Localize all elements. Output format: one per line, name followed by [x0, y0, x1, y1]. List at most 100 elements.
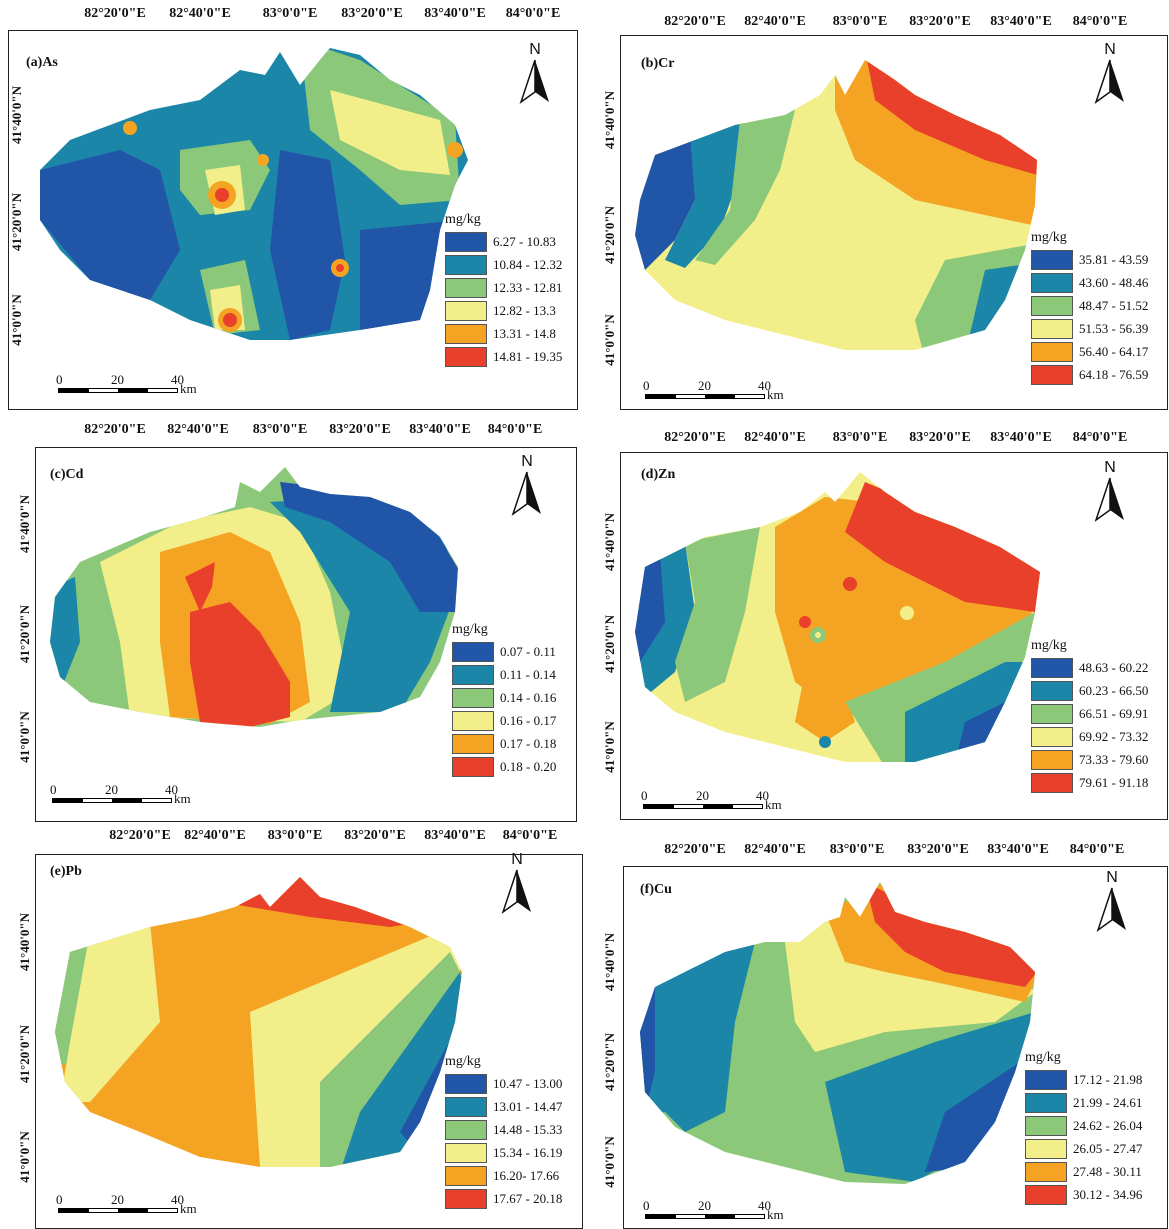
north-arrow: N — [518, 42, 552, 104]
scale-bar: 0 20 40 km — [643, 1198, 793, 1228]
lon-label: 82°20'0"E — [84, 422, 146, 437]
legend-row: 10.84 - 12.32 — [445, 253, 562, 276]
legend-swatch — [445, 346, 487, 367]
lon-label: 82°20'0"E — [109, 828, 171, 843]
lon-label: 83°0'0"E — [252, 422, 308, 437]
scale-bar: 0 20 40 km — [641, 788, 791, 818]
north-arrow-icon — [519, 59, 549, 104]
legend-row: 30.12 - 34.96 — [1025, 1183, 1142, 1206]
legend-row: 79.61 - 91.18 — [1031, 771, 1148, 794]
interpolation-map — [635, 472, 1040, 762]
legend: mg/kg 17.12 - 21.98 21.99 - 24.61 24.62 … — [1025, 1050, 1142, 1206]
legend-row: 26.05 - 27.47 — [1025, 1137, 1142, 1160]
legend-label: 16.20- 17.66 — [493, 1167, 560, 1183]
panel-title: (d)Zn — [641, 467, 676, 482]
legend-unit: mg/kg — [1031, 638, 1067, 653]
legend-swatch — [1025, 1184, 1067, 1205]
scale-tick: 0 — [641, 788, 648, 803]
lon-label: 83°40'0"E — [990, 430, 1052, 445]
lon-label: 84°0'0"E — [487, 422, 543, 437]
scale-tick: 40 — [756, 788, 769, 803]
lon-label: 83°20'0"E — [344, 828, 406, 843]
legend-unit: mg/kg — [445, 1054, 481, 1069]
scale-unit: km — [767, 1207, 784, 1222]
legend-row: 0.18 - 0.20 — [452, 755, 556, 778]
legend-label: 0.16 - 0.17 — [500, 712, 557, 728]
north-arrow: N — [510, 454, 544, 516]
legend-label: 79.61 - 91.18 — [1079, 774, 1149, 790]
scale-unit: km — [767, 387, 784, 402]
legend-row: 0.16 - 0.17 — [452, 709, 556, 732]
legend-row: 48.47 - 51.52 — [1031, 294, 1148, 317]
legend-label: 64.18 - 76.59 — [1079, 366, 1149, 382]
lon-label: 83°20'0"E — [909, 430, 971, 445]
lon-label: 83°40'0"E — [409, 422, 471, 437]
panel-c: 82°20'0"E 82°40'0"E 83°0'0"E 83°20'0"E 8… — [0, 412, 585, 822]
north-arrow-icon — [1094, 477, 1124, 522]
scale-tick: 0 — [56, 1192, 63, 1207]
legend-swatch — [452, 664, 494, 685]
legend-row: 64.18 - 76.59 — [1031, 363, 1148, 386]
legend-label: 51.53 - 56.39 — [1079, 320, 1149, 336]
scale-tick: 40 — [758, 1198, 771, 1213]
legend-swatch — [1031, 318, 1073, 339]
legend-swatch — [1031, 703, 1073, 724]
north-arrow: N — [500, 852, 534, 914]
scale-tick: 20 — [105, 782, 118, 797]
legend-row: 13.31 - 14.8 — [445, 322, 562, 345]
legend-label: 17.67 - 20.18 — [493, 1190, 563, 1206]
lon-label: 83°0'0"E — [267, 828, 323, 843]
legend-row: 24.62 - 26.04 — [1025, 1114, 1142, 1137]
legend-label: 0.14 - 0.16 — [500, 689, 557, 705]
legend-swatch — [445, 1142, 487, 1163]
legend-label: 12.33 - 12.81 — [493, 279, 563, 295]
legend-label: 14.48 - 15.33 — [493, 1121, 563, 1137]
legend-row: 12.33 - 12.81 — [445, 276, 562, 299]
legend-swatch — [452, 733, 494, 754]
legend-row: 6.27 - 10.83 — [445, 230, 562, 253]
legend-swatch — [452, 710, 494, 731]
lon-label: 83°20'0"E — [909, 14, 971, 29]
legend-row: 13.01 - 14.47 — [445, 1095, 562, 1118]
legend-label: 69.92 - 73.32 — [1079, 728, 1149, 744]
north-label: N — [511, 851, 523, 868]
legend-row: 0.07 - 0.11 — [452, 640, 556, 663]
north-label: N — [1104, 41, 1116, 58]
lon-label: 83°0'0"E — [829, 842, 885, 857]
lon-label: 83°20'0"E — [907, 842, 969, 857]
north-arrow-icon — [1096, 887, 1126, 932]
lon-label: 83°40'0"E — [424, 6, 486, 21]
legend-label: 15.34 - 16.19 — [493, 1144, 563, 1160]
legend-swatch — [1031, 295, 1073, 316]
legend-label: 13.31 - 14.8 — [493, 325, 556, 341]
scale-tick: 0 — [56, 372, 63, 387]
north-arrow: N — [1093, 460, 1127, 522]
legend-unit: mg/kg — [1031, 230, 1067, 245]
scale-unit: km — [174, 791, 191, 806]
scale-tick: 20 — [696, 788, 709, 803]
scale-bar: 0 20 40 km — [643, 378, 793, 408]
legend: mg/kg 48.63 - 60.22 60.23 - 66.50 66.51 … — [1031, 638, 1148, 794]
legend-swatch — [1025, 1161, 1067, 1182]
legend-swatch — [445, 1096, 487, 1117]
legend-swatch — [1031, 726, 1073, 747]
legend-swatch — [1031, 272, 1073, 293]
panel-title: (a)As — [26, 55, 58, 70]
lon-label: 82°40'0"E — [167, 422, 229, 437]
legend-row: 69.92 - 73.32 — [1031, 725, 1148, 748]
lon-label: 84°0'0"E — [505, 6, 561, 21]
lon-label: 83°0'0"E — [832, 430, 888, 445]
scale-tick: 40 — [171, 1192, 184, 1207]
legend-label: 56.40 - 64.17 — [1079, 343, 1149, 359]
panel-d: 82°20'0"E 82°40'0"E 83°0'0"E 83°20'0"E 8… — [585, 412, 1169, 822]
legend-row: 21.99 - 24.61 — [1025, 1091, 1142, 1114]
lon-label: 82°20'0"E — [664, 14, 726, 29]
lon-label: 83°20'0"E — [329, 422, 391, 437]
legend-swatch — [1025, 1092, 1067, 1113]
legend: mg/kg 10.47 - 13.00 13.01 - 14.47 14.48 … — [445, 1054, 562, 1210]
legend-swatch — [1031, 341, 1073, 362]
legend-swatch — [445, 300, 487, 321]
legend-swatch — [445, 323, 487, 344]
north-arrow-icon — [1094, 59, 1124, 104]
legend-swatch — [1025, 1115, 1067, 1136]
